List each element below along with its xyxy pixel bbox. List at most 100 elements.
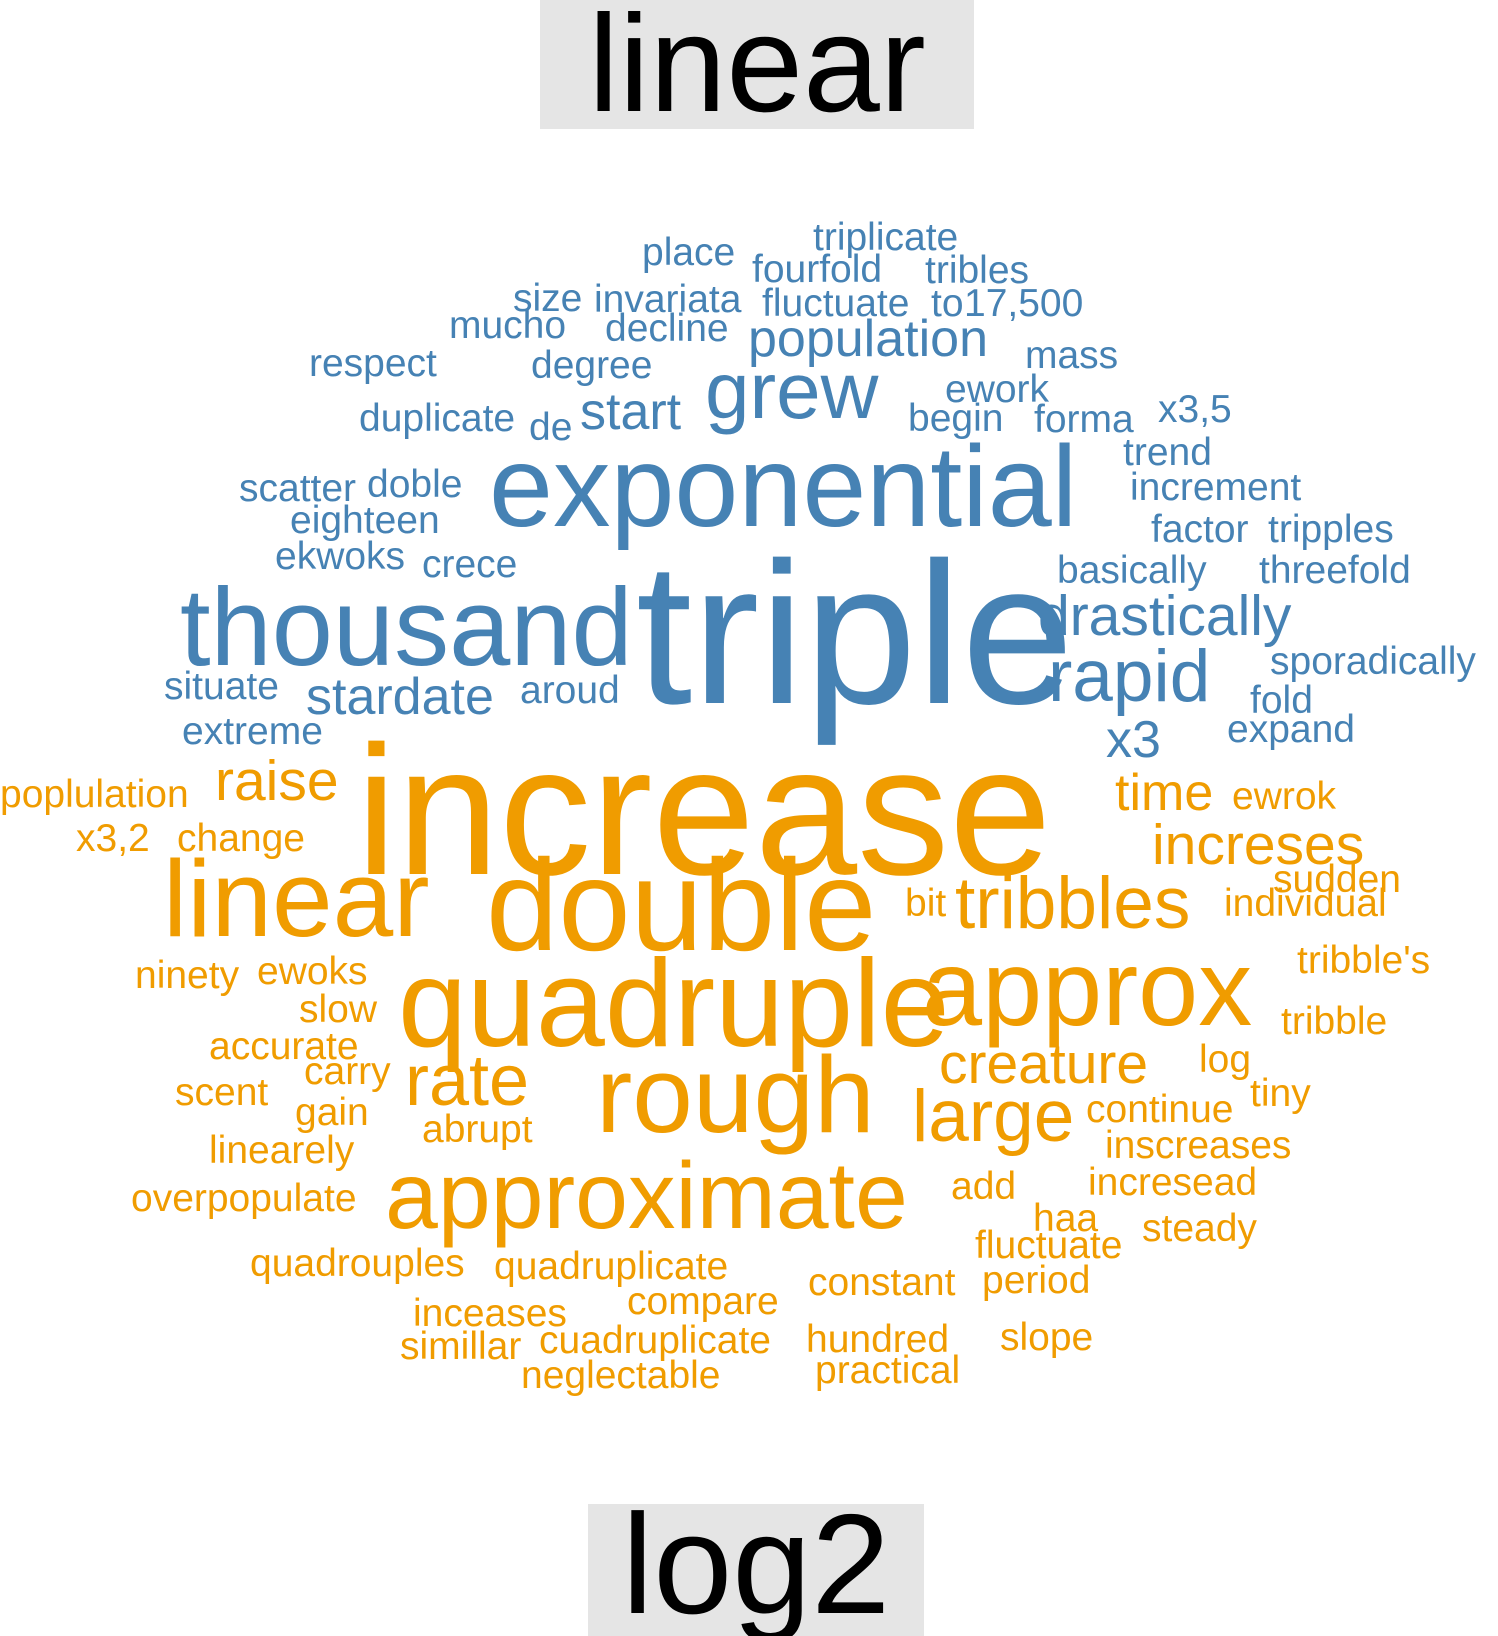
linear-cloud-word: tripples bbox=[1268, 508, 1394, 551]
log2-cloud-word: quadruplicate bbox=[494, 1245, 729, 1288]
log2-cloud-word: slow bbox=[299, 988, 378, 1031]
linear-cloud-word: fluctuate bbox=[762, 282, 910, 325]
linear-cloud-word: ework bbox=[945, 368, 1050, 411]
log2-cloud-word: steady bbox=[1142, 1207, 1257, 1250]
log2-cloud-word: linearely bbox=[209, 1129, 355, 1172]
log2-cloud-word: creature bbox=[939, 1032, 1149, 1096]
log2-cloud-word: raise bbox=[215, 749, 339, 813]
linear-cloud-word: extreme bbox=[182, 710, 323, 753]
log2-cloud-word: approx bbox=[922, 927, 1253, 1048]
log2-cloud-word: poplulation bbox=[0, 773, 189, 816]
linear-cloud-word: duplicate bbox=[359, 397, 516, 440]
log2-cloud-word: haa bbox=[1033, 1197, 1099, 1240]
log2-cloud-word: incresead bbox=[1088, 1161, 1258, 1204]
linear-cloud-word: invariata bbox=[594, 278, 742, 321]
linear-cloud-word: doble bbox=[367, 463, 463, 506]
log2-cloud-word: double bbox=[486, 832, 877, 978]
linear-cloud-word: mass bbox=[1025, 334, 1119, 377]
log2-cloud-word: cuadruplicate bbox=[539, 1319, 771, 1362]
log2-cloud-word: tribbles bbox=[955, 863, 1191, 944]
linear-cloud-word: tribles bbox=[925, 249, 1030, 292]
log2-cloud-word: approximate bbox=[385, 1143, 908, 1249]
linear-cloud-word: sporadically bbox=[1270, 640, 1476, 683]
log2-cloud-word: increase bbox=[356, 707, 1052, 913]
log2-cloud-word: neglectable bbox=[521, 1354, 721, 1397]
log2-cloud-word: sudden bbox=[1273, 858, 1401, 901]
log2-cloud-word: tribble bbox=[1281, 1000, 1388, 1043]
log2-cloud-word: time bbox=[1115, 764, 1214, 822]
log2-cloud-word: carry bbox=[304, 1050, 391, 1093]
top-cloud-label: linear bbox=[540, 0, 974, 133]
linear-cloud-word: crece bbox=[422, 543, 518, 586]
log2-cloud-word: change bbox=[177, 817, 305, 860]
linear-cloud-word: increment bbox=[1130, 466, 1302, 509]
linear-cloud-word: population bbox=[748, 310, 988, 368]
log2-cloud-word: quadrouples bbox=[250, 1242, 465, 1285]
log2-cloud-word: tiny bbox=[1250, 1072, 1311, 1115]
log2-cloud-word: log bbox=[1199, 1038, 1252, 1081]
linear-cloud-word: aroud bbox=[520, 669, 620, 712]
log2-cloud-word: compare bbox=[627, 1280, 779, 1323]
log2-cloud-word: scent bbox=[175, 1071, 269, 1114]
linear-cloud-word: start bbox=[580, 383, 682, 441]
linear-cloud-word: mucho bbox=[449, 304, 567, 347]
log2-cloud-word: individual bbox=[1224, 882, 1387, 925]
log2-cloud-word: abrupt bbox=[422, 1108, 533, 1151]
linear-cloud-word: to bbox=[931, 282, 964, 325]
linear-cloud-word: exponential bbox=[489, 423, 1078, 551]
linear-cloud-word: place bbox=[642, 231, 736, 274]
log2-cloud-word: constant bbox=[808, 1261, 956, 1304]
log2-cloud-word: linear bbox=[163, 838, 430, 960]
linear-cloud-word: situate bbox=[164, 665, 279, 708]
linear-cloud-word: basically bbox=[1057, 549, 1207, 592]
linear-cloud-word: triple bbox=[636, 520, 1074, 746]
linear-cloud-word: ekwoks bbox=[275, 535, 406, 578]
log2-cloud-word: period bbox=[982, 1259, 1091, 1302]
log2-cloud-word: rate bbox=[405, 1041, 530, 1121]
log2-cloud-word: accurate bbox=[209, 1025, 359, 1068]
log2-cloud-word: hundred bbox=[806, 1318, 950, 1361]
log2-cloud-word: continue bbox=[1086, 1088, 1234, 1131]
log2-cloud-word: ewoks bbox=[257, 950, 368, 993]
linear-cloud-word: eighteen bbox=[290, 499, 440, 542]
linear-cloud-word: expand bbox=[1227, 708, 1355, 751]
log2-cloud-word: ninety bbox=[135, 954, 240, 997]
linear-cloud-word: x3,5 bbox=[1158, 388, 1232, 431]
log2-cloud-word: inscreases bbox=[1105, 1124, 1292, 1167]
linear-cloud-word: fourfold bbox=[752, 248, 883, 291]
log2-cloud-word: quadruple bbox=[398, 935, 950, 1073]
log2-cloud-word: add bbox=[951, 1165, 1017, 1208]
linear-cloud-word: fold bbox=[1250, 679, 1313, 722]
log2-cloud-word: x3,2 bbox=[76, 817, 150, 860]
linear-cloud-word: x3 bbox=[1106, 711, 1161, 769]
log2-cloud-word: gain bbox=[295, 1091, 369, 1134]
log2-cloud-word: ewrok bbox=[1232, 775, 1337, 818]
linear-cloud-word: 17,500 bbox=[964, 282, 1084, 325]
linear-cloud-word: threefold bbox=[1259, 549, 1411, 592]
log2-cloud-word: inceases bbox=[413, 1292, 567, 1335]
log2-cloud-word: tribble's bbox=[1297, 939, 1431, 982]
bottom-cloud-label: log2 bbox=[588, 1494, 924, 1636]
linear-cloud-word: trend bbox=[1123, 431, 1212, 474]
linear-cloud-word: thousand bbox=[180, 566, 633, 689]
log2-cloud-word: overpopulate bbox=[131, 1177, 357, 1220]
log2-cloud-word: fluctuate bbox=[975, 1224, 1123, 1267]
log2-cloud-word: simillar bbox=[400, 1325, 522, 1368]
log2-cloud-word: increses bbox=[1152, 813, 1365, 877]
log2-cloud-word: rough bbox=[596, 1034, 875, 1156]
linear-cloud-word: factor bbox=[1151, 508, 1249, 551]
linear-cloud-word: size bbox=[513, 277, 583, 320]
linear-cloud-word: degree bbox=[531, 344, 653, 387]
log2-cloud-word: bit bbox=[905, 882, 947, 925]
linear-cloud-word: drastically bbox=[1038, 584, 1292, 648]
log2-cloud-word: practical bbox=[815, 1349, 961, 1392]
linear-cloud-word: decline bbox=[605, 307, 729, 350]
linear-cloud-word: begin bbox=[908, 397, 1004, 440]
linear-cloud-word: respect bbox=[309, 342, 437, 385]
linear-cloud-word: stardate bbox=[306, 668, 494, 726]
linear-cloud-word: scatter bbox=[239, 467, 357, 510]
linear-cloud-word: grew bbox=[705, 346, 879, 435]
linear-cloud-word: triplicate bbox=[813, 216, 959, 259]
log2-cloud-word: large bbox=[912, 1076, 1075, 1157]
